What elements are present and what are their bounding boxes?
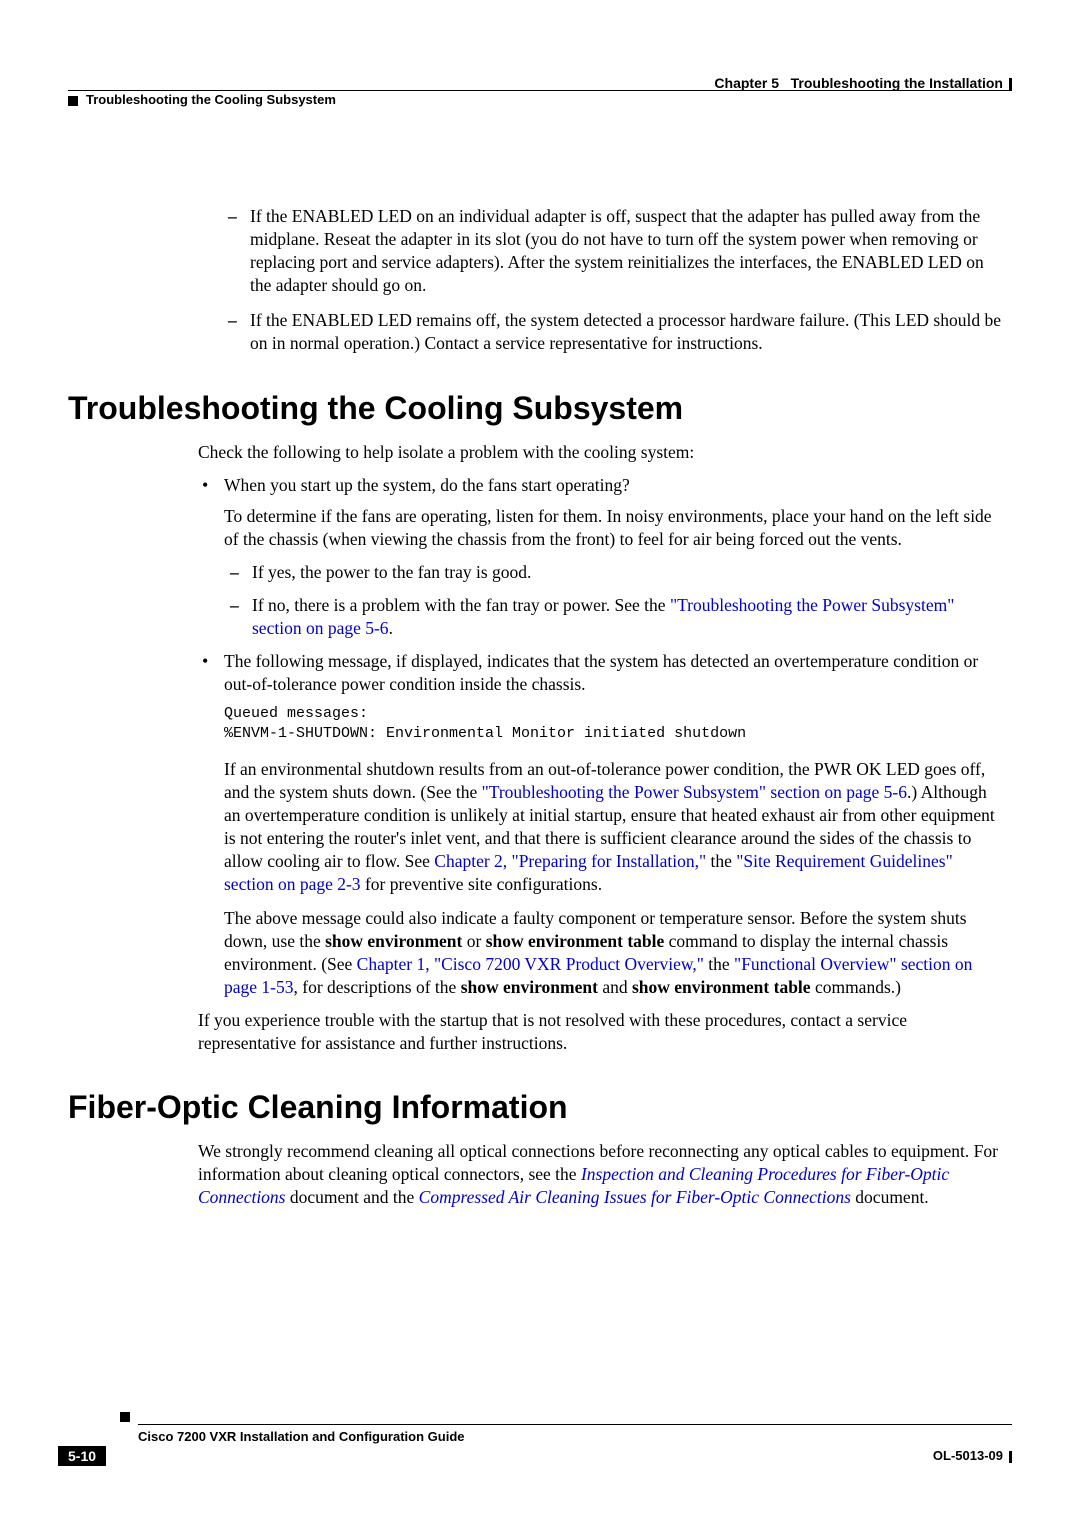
- bullet-text: When you start up the system, do the fan…: [224, 475, 630, 495]
- page-header: Chapter 5 Troubleshooting the Installati…: [68, 75, 1012, 115]
- dash-item-text: If the ENABLED LED remains off, the syst…: [250, 310, 1001, 353]
- dash-item-text: If the ENABLED LED on an individual adap…: [250, 206, 984, 295]
- header-section-title: Troubleshooting the Cooling Subsystem: [86, 92, 336, 107]
- header-bar-icon: [1009, 78, 1012, 90]
- dash-item: If yes, the power to the fan tray is goo…: [230, 561, 1002, 584]
- top-dash-list: If the ENABLED LED on an individual adap…: [228, 205, 1002, 356]
- para-text: or: [462, 931, 485, 951]
- link-fiber-compressed-air[interactable]: Compressed Air Cleaning Issues for Fiber…: [419, 1187, 851, 1207]
- cooling-closing: If you experience trouble with the start…: [198, 1009, 1002, 1055]
- content: If the ENABLED LED on an individual adap…: [68, 205, 1012, 1209]
- header-left: Troubleshooting the Cooling Subsystem: [68, 92, 336, 107]
- nested-dash-list: If yes, the power to the fan tray is goo…: [230, 561, 1002, 640]
- dash-item-text-pre: If no, there is a problem with the fan t…: [252, 595, 670, 615]
- link-chapter2[interactable]: Chapter 2, "Preparing for Installation,": [434, 851, 706, 871]
- section-heading-cooling: Troubleshooting the Cooling Subsystem: [68, 390, 1012, 427]
- cmd-show-env: show environment: [461, 977, 598, 997]
- chapter-label: Chapter 5: [714, 75, 779, 91]
- bullet-body: To determine if the fans are operating, …: [198, 505, 1002, 551]
- cooling-intro-text: Check the following to help isolate a pr…: [198, 441, 1002, 464]
- chapter-title: Troubleshooting the Installation: [791, 75, 1003, 91]
- dash-item-text: If yes, the power to the fan tray is goo…: [252, 562, 531, 582]
- fiber-body: We strongly recommend cleaning all optic…: [198, 1140, 1002, 1209]
- page: Chapter 5 Troubleshooting the Installati…: [0, 0, 1080, 1528]
- fiber-text: document and the: [286, 1187, 419, 1207]
- bullet-item: The following message, if displayed, ind…: [198, 650, 1002, 696]
- code-block: Queued messages: %ENVM-1-SHUTDOWN: Envir…: [198, 704, 1002, 744]
- footer-bar-icon: [1009, 1451, 1012, 1463]
- footer-doc-id: OL-5013-09: [933, 1448, 1012, 1463]
- para-text: , for descriptions of the: [294, 977, 461, 997]
- header-square-icon: [68, 96, 78, 106]
- cooling-closing-text: If you experience trouble with the start…: [198, 1009, 1002, 1055]
- dash-item: If the ENABLED LED remains off, the syst…: [228, 309, 1002, 355]
- dash-item: If no, there is a problem with the fan t…: [230, 594, 1002, 640]
- fiber-text: document.: [851, 1187, 929, 1207]
- bullet-item: When you start up the system, do the fan…: [198, 474, 1002, 497]
- dash-item: If the ENABLED LED on an individual adap…: [228, 205, 1002, 297]
- para-text: for preventive site configurations.: [361, 874, 603, 894]
- fiber-paragraph: We strongly recommend cleaning all optic…: [198, 1140, 1002, 1209]
- link-power-subsystem[interactable]: "Troubleshooting the Power Subsystem" se…: [482, 782, 907, 802]
- cooling-intro: Check the following to help isolate a pr…: [198, 441, 1002, 464]
- footer-doc-id-text: OL-5013-09: [933, 1448, 1003, 1463]
- footer-square-icon: [120, 1412, 130, 1422]
- cmd-show-env: show environment: [325, 931, 462, 951]
- para-text: and: [598, 977, 632, 997]
- bullet-text: The following message, if displayed, ind…: [224, 651, 978, 694]
- bullet-body: If an environmental shutdown results fro…: [198, 758, 1002, 897]
- footer-bottom: 5-10 OL-5013-09: [68, 1448, 1012, 1468]
- para-text: commands.): [811, 977, 901, 997]
- cmd-show-env-table: show environment table: [632, 977, 811, 997]
- page-footer: Cisco 7200 VXR Installation and Configur…: [68, 1424, 1012, 1468]
- footer-guide-title: Cisco 7200 VXR Installation and Configur…: [138, 1429, 1012, 1444]
- para-text: the: [704, 954, 734, 974]
- dash-item-text-post: .: [389, 618, 393, 638]
- bullet-body: The above message could also indicate a …: [198, 907, 1002, 999]
- section-heading-fiber: Fiber-Optic Cleaning Information: [68, 1089, 1012, 1126]
- cmd-show-env-table: show environment table: [486, 931, 665, 951]
- link-chapter1[interactable]: Chapter 1, "Cisco 7200 VXR Product Overv…: [357, 954, 704, 974]
- footer-page-number: 5-10: [58, 1446, 106, 1466]
- cooling-bullets: When you start up the system, do the fan…: [198, 474, 1002, 999]
- bullet-body-text: To determine if the fans are operating, …: [224, 506, 992, 549]
- footer-rule: [138, 1424, 1012, 1425]
- para-text: the: [706, 851, 736, 871]
- header-right: Chapter 5 Troubleshooting the Installati…: [714, 75, 1012, 91]
